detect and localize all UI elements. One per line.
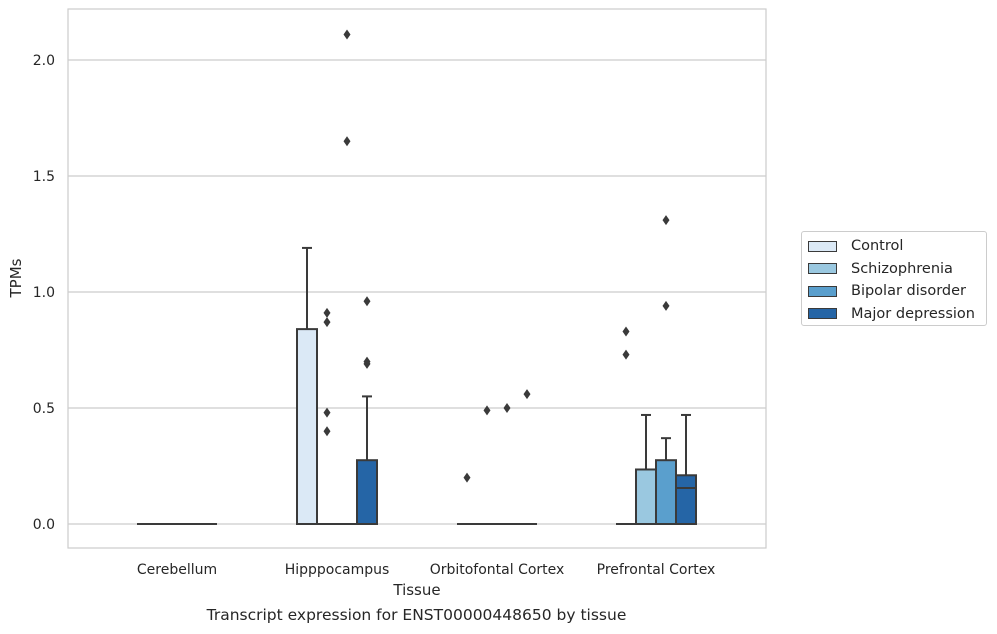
outlier-point [343,29,351,40]
y-tick-label: 2.0 [33,53,55,69]
box [296,328,318,525]
box-group [497,403,517,525]
outlier-point [503,403,511,413]
legend-swatch [808,263,837,275]
outlier-point [363,358,371,369]
box-group [317,307,337,525]
box [356,459,378,526]
y-tick-label: 1.0 [33,285,55,301]
y-tick-label: 0.0 [33,517,55,533]
plot-area-frame [67,8,767,549]
y-tick-label: 0.5 [33,401,55,417]
legend-item: Bipolar disorder [808,280,986,303]
legend-label: Schizophrenia [851,260,953,277]
box [635,468,657,526]
box [655,459,677,526]
box-group [296,246,318,525]
legend: Control Schizophrenia Bipolar disorder Majo… [801,231,987,326]
x-tick-label: Hipppocampus [285,562,390,578]
legend-item: Major depression [808,303,986,326]
box [675,474,697,525]
x-tick-label: Orbitofontal Cortex [430,562,565,578]
legend-label: Major depression [851,305,975,322]
box-group [675,413,697,525]
box-group [457,472,477,525]
box-group [655,215,677,526]
outlier-point [363,296,371,307]
outlier-point [622,326,630,337]
y-tick-label: 1.5 [33,169,55,185]
outlier-point [523,389,531,400]
legend-item: Control [808,235,986,258]
legend-swatch [808,308,837,320]
box-group [616,326,636,525]
box-group [356,296,378,526]
box-group [635,413,657,526]
outlier-point [323,407,331,418]
outlier-point [323,426,331,437]
y-tick-labels: 0.0 0.5 1.0 1.5 2.0 [33,53,55,533]
legend-swatch [808,285,837,297]
figure-caption: Transcript expression for ENST0000044865… [206,606,627,624]
box-group [337,29,357,525]
legend-label: Bipolar disorder [851,283,966,300]
outlier-point [483,405,491,416]
y-axis-label: TPMs [7,258,25,298]
x-tick-labels: Cerebellum Hipppocampus Orbitofontal Corte… [137,562,715,578]
legend-swatch [808,240,837,252]
legend-label: Control [851,238,904,255]
outlier-point [343,136,351,147]
box-group [517,389,537,525]
outlier-point [622,349,630,360]
outlier-point [323,307,331,318]
outlier-point [662,300,670,311]
x-axis-label: Tissue [392,581,440,599]
outlier-point [662,215,670,226]
outlier-point [323,317,331,328]
legend-item: Schizophrenia [808,258,986,281]
box-group [477,405,497,525]
outlier-point [463,472,471,483]
grid-lines [68,59,766,525]
box-marks [137,29,697,526]
x-tick-label: Cerebellum [137,562,217,578]
x-tick-label: Prefrontal Cortex [597,562,716,578]
